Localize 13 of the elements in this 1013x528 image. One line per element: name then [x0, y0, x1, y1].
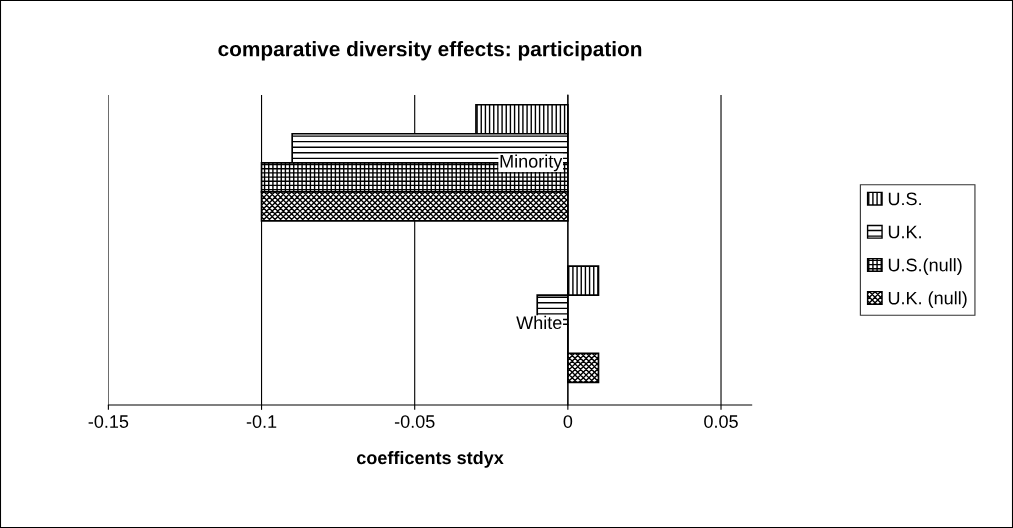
legend-label: U.S.	[888, 192, 921, 206]
x-tick-label: -0.1	[246, 415, 277, 428]
x-axis-title: coefficents stdyx	[356, 450, 504, 468]
chart-title: comparative diversity effects: participation	[218, 41, 642, 61]
x-tick-label: 0	[563, 415, 573, 428]
y-tick-label: Minority	[500, 154, 563, 172]
legend-label: U.K.	[888, 225, 921, 239]
x-tick-label: -0.05	[394, 415, 435, 428]
legend-label: U.S.(null)	[888, 258, 962, 275]
x-tick-label: -0.15	[88, 415, 129, 428]
x-tick-label: 0.05	[704, 415, 738, 428]
legend-label: U.K. (null)	[888, 291, 967, 309]
y-tick-label: White	[516, 315, 562, 330]
